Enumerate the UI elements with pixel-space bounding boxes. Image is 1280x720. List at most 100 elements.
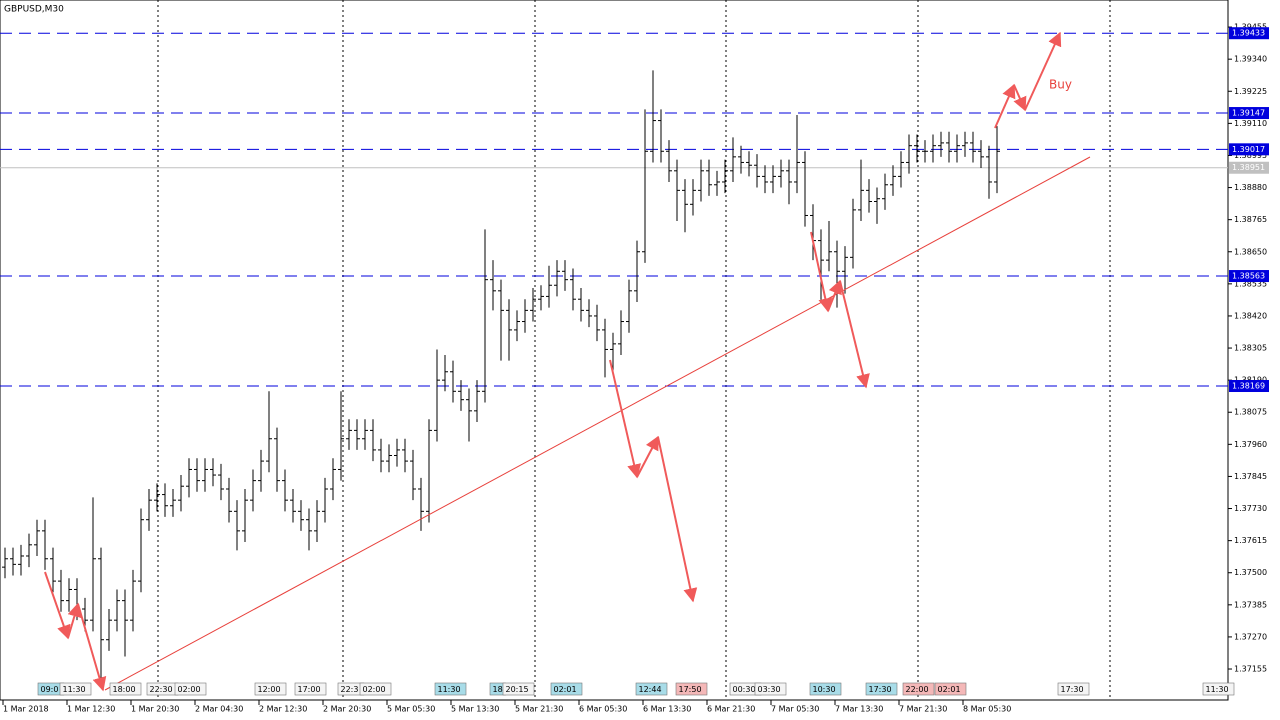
- event-label: 17:50: [679, 685, 702, 694]
- y-tick-label: 1.39110: [1234, 119, 1267, 128]
- level-label: 1.39017: [1232, 145, 1265, 154]
- event-marker: [675, 682, 708, 696]
- y-tick-label: 1.39225: [1234, 87, 1267, 96]
- chart-title: GBPUSD,M30: [4, 5, 64, 15]
- plot-frame: [0, 0, 1229, 701]
- y-tick-label: 1.38305: [1234, 344, 1267, 353]
- x-tick-label: 2 Mar 12:30: [259, 705, 307, 714]
- event-label: 22:00: [906, 685, 929, 694]
- level-label-box: [1229, 380, 1269, 393]
- event-label: 12:44: [639, 685, 662, 694]
- event-marker: [434, 682, 467, 696]
- event-marker: [109, 682, 142, 696]
- level-label: 1.39147: [1232, 109, 1265, 118]
- levels: [0, 32, 1228, 387]
- y-tick-label: 1.38765: [1234, 215, 1267, 224]
- event-label: 09:0: [41, 685, 59, 694]
- event-label: 22:3: [341, 685, 359, 694]
- y-tick-label: 1.38535: [1234, 279, 1267, 288]
- axes: 1.37155 1.37270 1.37385 1.37500 1.37615 1.377…: [2, 23, 1269, 714]
- x-tick-label: 6 Mar 05:30: [579, 705, 627, 714]
- level-label: 1.38169: [1232, 382, 1265, 391]
- x-tick-label: 7 Mar 13:30: [835, 705, 883, 714]
- event-label: 02:01: [938, 685, 961, 694]
- arrows: [44, 31, 1062, 692]
- level-label-box: [1229, 107, 1269, 120]
- event-marker: [809, 682, 842, 696]
- y-tick-label: 1.38650: [1234, 247, 1267, 256]
- event-label: 17:00: [298, 685, 321, 694]
- event-marker: [254, 682, 287, 696]
- event-marker: [550, 682, 583, 696]
- event-marker: [294, 682, 327, 696]
- event-marker: [902, 682, 935, 696]
- event-marker: [754, 682, 787, 696]
- y-tick-label: 1.37270: [1234, 632, 1267, 641]
- bid-label-box: [1229, 161, 1269, 174]
- x-tick-label: 1 Mar 2018: [3, 705, 49, 714]
- x-tick-label: 6 Mar 21:30: [707, 705, 755, 714]
- y-tick-label: 1.37385: [1234, 600, 1267, 609]
- event-marker: [502, 682, 535, 696]
- x-tick-label: 2 Mar 04:30: [195, 705, 243, 714]
- event-label: 11:30: [1206, 685, 1229, 694]
- y-tick-label: 1.38995: [1234, 151, 1267, 160]
- event-marker: [1202, 682, 1235, 696]
- level-label-box: [1229, 270, 1269, 283]
- level-label-box: [1229, 143, 1269, 156]
- event-label: 17:30: [869, 685, 892, 694]
- x-tick-label: 1 Mar 12:30: [67, 705, 115, 714]
- event-label: 17:30: [1061, 685, 1084, 694]
- event-label: 02:01: [554, 685, 577, 694]
- x-tick-label: 2 Mar 20:30: [323, 705, 371, 714]
- level-label: 1.38563: [1232, 272, 1265, 281]
- trend-line: [104, 156, 1091, 691]
- bars: [2, 70, 1000, 679]
- level-label: 1.39433: [1232, 29, 1265, 38]
- event-label: 02:00: [363, 685, 386, 694]
- event-label: 03:30: [758, 685, 781, 694]
- event-marker: [174, 682, 207, 696]
- event-label: 00:30: [733, 685, 756, 694]
- event-label: 11:30: [63, 685, 86, 694]
- event-label: 12:00: [258, 685, 281, 694]
- event-label: 20:15: [506, 685, 529, 694]
- x-tick-label: 6 Mar 13:30: [643, 705, 691, 714]
- event-label: 18:00: [113, 685, 136, 694]
- event-label: 10:30: [813, 685, 836, 694]
- x-tick-label: 7 Mar 05:30: [771, 705, 819, 714]
- y-tick-label: 1.38420: [1234, 311, 1267, 320]
- level-label-box: [1229, 27, 1269, 40]
- x-tick-label: 5 Mar 05:30: [387, 705, 435, 714]
- y-tick-label: 1.39340: [1234, 55, 1267, 64]
- y-tick-label: 1.37730: [1234, 504, 1267, 513]
- event-label: 22:30: [150, 685, 173, 694]
- period-separators: [157, 0, 1111, 700]
- x-tick-label: 5 Mar 21:30: [515, 705, 563, 714]
- y-tick-label: 1.37960: [1234, 440, 1267, 449]
- annotation: Buy: [1049, 78, 1072, 92]
- y-tick-label: 1.37500: [1234, 568, 1267, 577]
- x-tick-label: 1 Mar 20:30: [131, 705, 179, 714]
- event-marker: [59, 682, 92, 696]
- x-tick-label: 8 Mar 05:30: [963, 705, 1011, 714]
- event-marker: [359, 682, 392, 696]
- event-marker: [865, 682, 898, 696]
- event-label: 02:00: [178, 685, 201, 694]
- y-tick-label: 1.37615: [1234, 536, 1267, 545]
- x-tick-label: 5 Mar 13:30: [451, 705, 499, 714]
- event-label: 11:30: [438, 685, 461, 694]
- event-marker: [635, 682, 668, 696]
- y-tick-label: 1.37845: [1234, 472, 1267, 481]
- event-marker: [934, 682, 967, 696]
- bid-label: 1.38951: [1232, 163, 1265, 172]
- y-tick-label: 1.37155: [1234, 665, 1267, 674]
- event-marker: [1057, 682, 1090, 696]
- y-tick-label: 1.38880: [1234, 183, 1267, 192]
- x-tick-label: 7 Mar 21:30: [899, 705, 947, 714]
- y-tick-label: 1.38075: [1234, 408, 1267, 417]
- event-label: 18: [493, 685, 503, 694]
- y-tick-label: 1.39455: [1234, 23, 1267, 32]
